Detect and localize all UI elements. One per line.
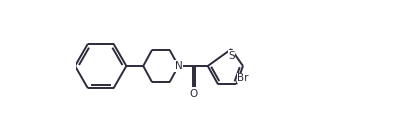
Text: S: S	[228, 51, 235, 61]
Text: N: N	[175, 61, 182, 71]
Text: Br: Br	[237, 73, 248, 83]
Text: O: O	[189, 89, 197, 100]
